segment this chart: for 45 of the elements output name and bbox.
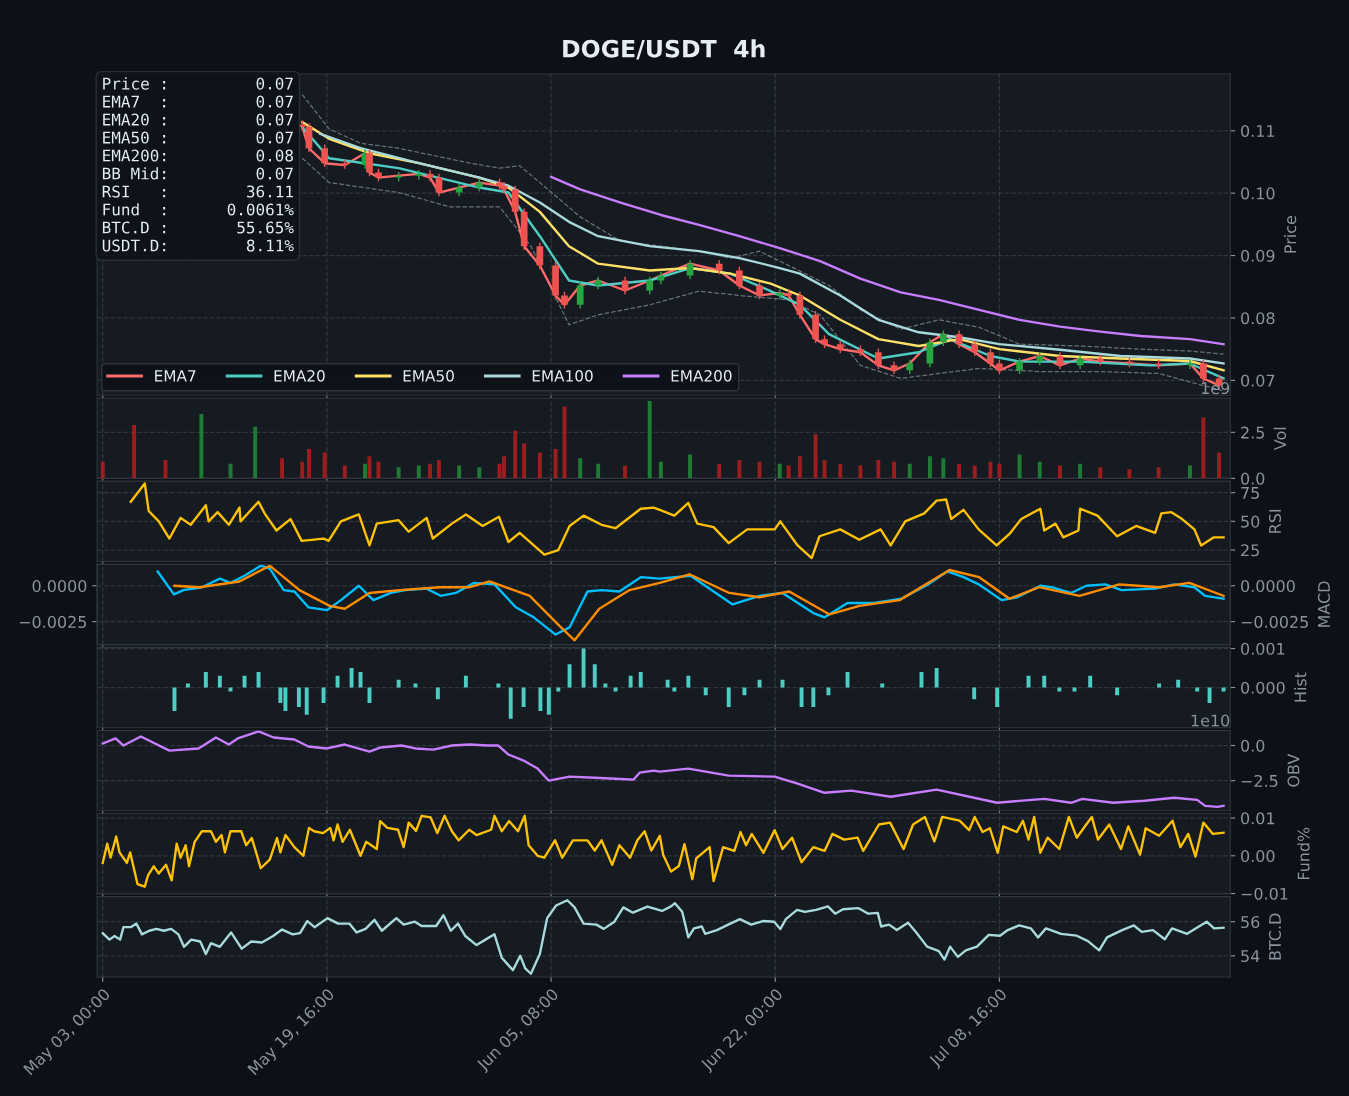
- legend-label: EMA7: [155, 370, 196, 382]
- annotation: Price : 0.07: [103, 77, 293, 90]
- y-tick-label: 2.5: [1241, 426, 1265, 439]
- annotation: Fund : 0.0061%: [103, 203, 294, 216]
- annotation: 1e9: [1201, 382, 1230, 395]
- y-tick-label: 54: [1241, 950, 1260, 963]
- y-tick-label: 0.0: [1241, 472, 1265, 485]
- annotation: BTC.D : 55.65%: [102, 221, 294, 234]
- y-tick-label: 56: [1241, 915, 1260, 929]
- y-tick-label: −2.5: [1241, 774, 1278, 787]
- y-axis-title: Fund%: [1297, 827, 1310, 880]
- annotation: 1e10: [1191, 714, 1230, 727]
- y-tick-label: 0.0: [1241, 739, 1265, 752]
- legend-label: EMA100: [532, 370, 593, 382]
- y-tick-label: 0.000: [1241, 681, 1285, 694]
- y-tick-label: 0.01: [1241, 812, 1275, 825]
- y-tick-label: 0.10: [1241, 187, 1275, 200]
- y-tick-label: 75: [1241, 487, 1259, 499]
- y-axis-title: Hist: [1294, 672, 1307, 702]
- annotation: EMA200: 0.08: [103, 149, 293, 162]
- y-tick-label: 0.001: [1241, 642, 1285, 655]
- y-axis-title: RSI: [1268, 509, 1282, 533]
- annotation: RSI : 36.11: [102, 185, 293, 198]
- y-tick-label: 0.00: [1241, 850, 1275, 863]
- annotation: BB Mid: 0.07: [102, 167, 293, 180]
- y-axis-title: Price: [1283, 216, 1297, 253]
- y-tick-label: 0.07: [1241, 374, 1275, 387]
- chart-title: DOGE/USDT 4h: [563, 39, 765, 60]
- legend-label: EMA200: [671, 370, 732, 382]
- y-tick-label: 25: [1241, 544, 1259, 557]
- y-axis-title: OBV: [1287, 753, 1300, 787]
- y-tick-label: 0.08: [1241, 312, 1275, 325]
- annotation: USDT.D: 8.11%: [102, 239, 294, 252]
- annotation: EMA20 : 0.07: [103, 113, 293, 126]
- y-tick-label: 50: [1241, 515, 1260, 528]
- y-axis-title: Vol: [1273, 427, 1287, 451]
- legend-label: EMA20: [274, 370, 325, 382]
- legend-label: EMA50: [403, 370, 454, 382]
- annotation: EMA7 : 0.07: [103, 95, 293, 108]
- y2-axis-title: MACD: [1317, 581, 1330, 627]
- y-tick-label: 0.09: [1241, 249, 1275, 262]
- annotation: EMA50 : 0.07: [103, 131, 293, 144]
- y-axis-title: BTC.D: [1268, 913, 1282, 960]
- y-tick-label: 0.11: [1241, 124, 1275, 138]
- y-tick-label: −0.01: [1241, 887, 1288, 900]
